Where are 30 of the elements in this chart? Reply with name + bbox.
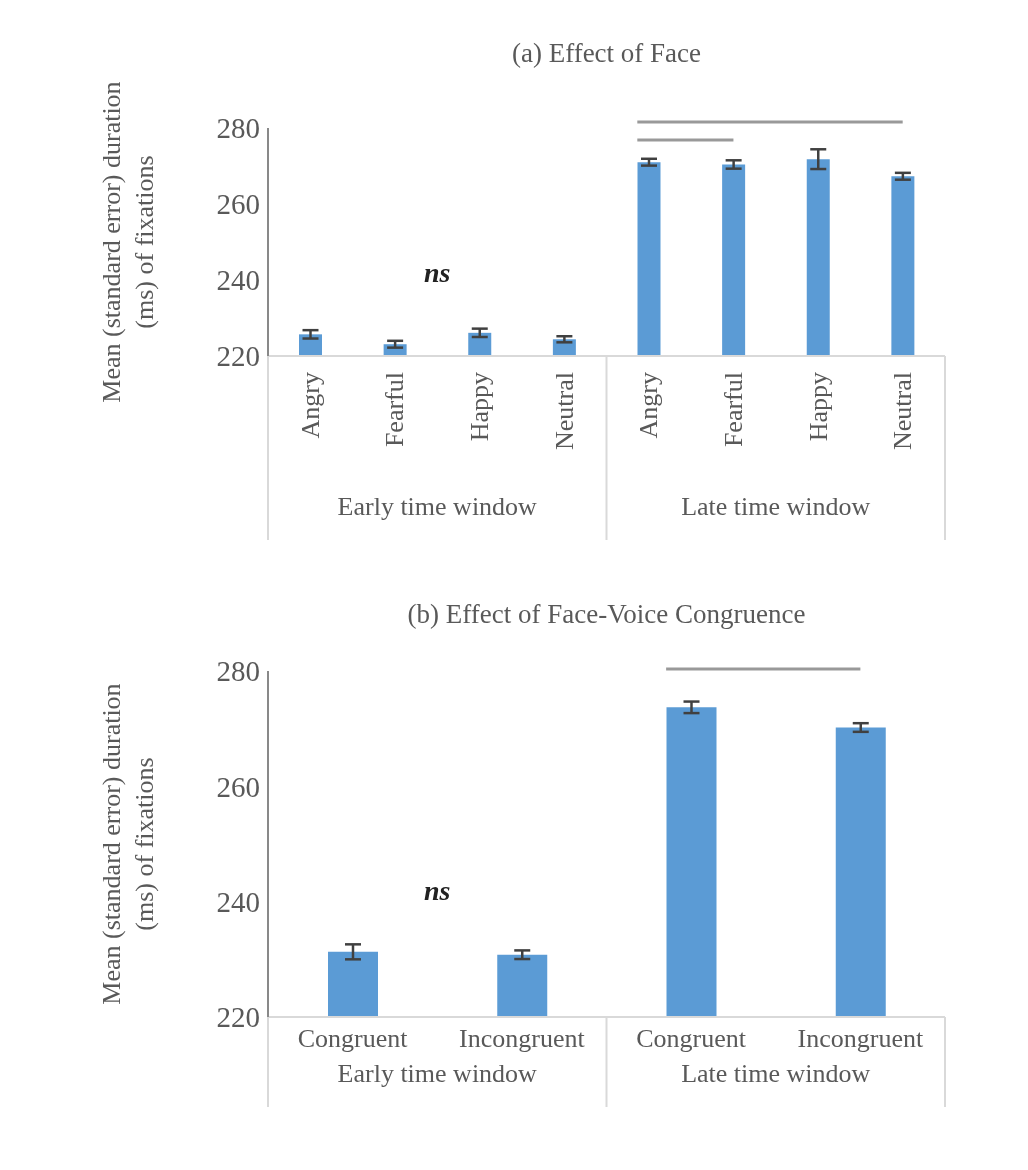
chart-title: (a) Effect of Face [510,38,703,69]
x-tick-label: Congruent [636,1024,747,1053]
annotation: ns [424,257,451,288]
chart-title: (b) Effect of Face-Voice Congruence [406,599,807,630]
y-tick-label: 280 [216,655,260,688]
y-axis-title: Mean (standard error) duration (ms) of fixations [96,682,160,1007]
y-tick-label: 280 [216,112,260,145]
x-tick-label: Fearful [718,372,748,448]
x-tick-label: Neutral [888,372,918,450]
text: Late time window [681,492,871,521]
x-tick-label: Happy [803,372,833,442]
x-tick-label: Incongruent [797,1024,924,1053]
y-tick-label: 260 [216,770,260,803]
text: Early time window [337,492,538,521]
text: Early time window [337,1059,538,1088]
x-tick-label: Angry [295,372,325,439]
y-tick-label: 260 [216,188,260,221]
y-tick-label: 220 [216,1001,260,1034]
y-tick-label: 240 [216,885,260,918]
y-axis-title: Mean (standard error) duration (ms) of fixations [96,80,160,405]
y-tick-label: 220 [216,340,260,373]
x-tick-label: Angry [634,372,664,439]
x-tick-label: Fearful [380,372,410,448]
x-tick-label: Congruent [297,1024,409,1053]
x-tick-label: Happy [465,372,495,442]
y-tick-label: 240 [216,264,260,297]
x-tick-label: Neutral [549,372,579,450]
text: Late time window [681,1059,871,1088]
annotation: ns [424,875,451,906]
x-tick-label: Incongruent [459,1024,586,1053]
